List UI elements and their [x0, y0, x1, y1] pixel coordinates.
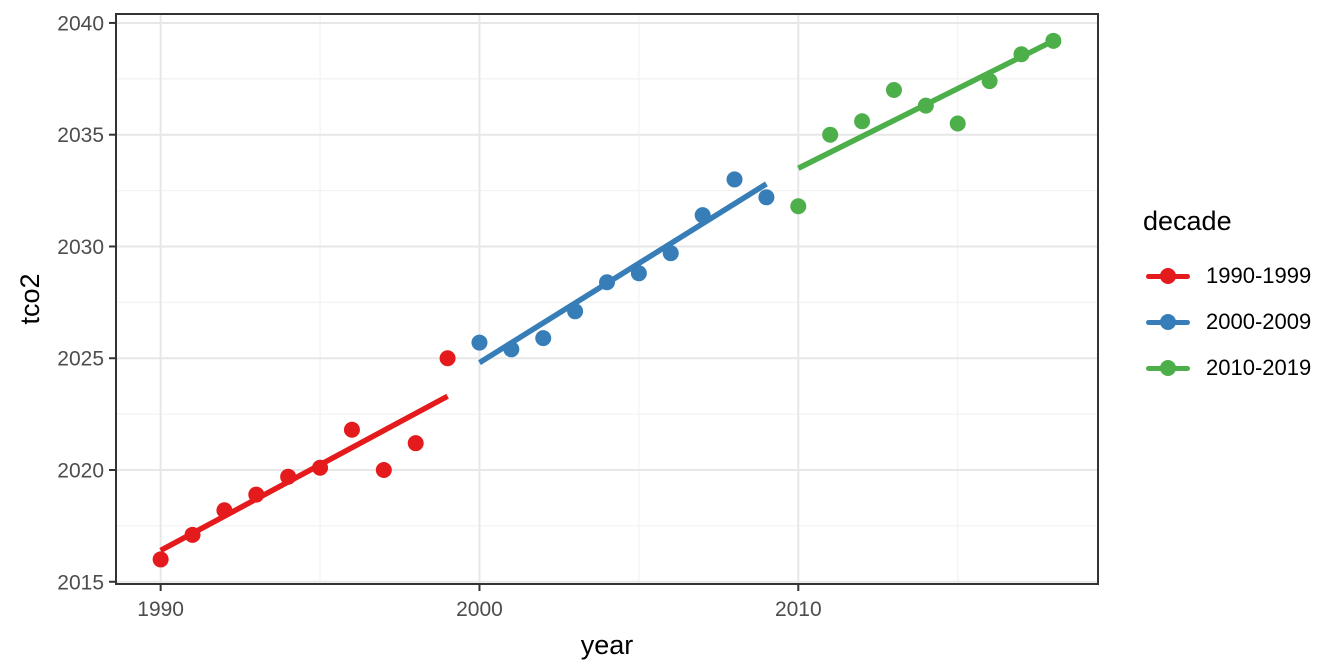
data-point — [152, 551, 169, 568]
series-2010-2019 — [790, 32, 1062, 215]
legend-key-icon — [1146, 360, 1190, 376]
data-point — [981, 73, 998, 90]
data-point — [343, 421, 360, 438]
panel-border — [115, 13, 1099, 585]
legend-key-icon — [1146, 268, 1190, 284]
trend-line-1990-1999 — [159, 393, 449, 553]
data-point — [248, 486, 265, 503]
legend-entries: 1990-1999 2000-2009 2010-2019 — [1146, 253, 1342, 391]
series-layer — [152, 32, 1062, 568]
data-point — [726, 171, 743, 188]
series-1990-1999 — [152, 350, 456, 568]
grid-layer — [116, 14, 1098, 584]
legend-entry-2010-2019: 2010-2019 — [1146, 345, 1342, 391]
data-point — [630, 265, 647, 282]
legend-key-dot — [1160, 360, 1176, 376]
data-point — [917, 97, 934, 114]
data-point — [599, 274, 615, 291]
y-tick-label: 2025 — [57, 348, 104, 371]
data-point — [854, 113, 871, 130]
legend-entry-1990-1999: 1990-1999 — [1146, 253, 1342, 299]
legend-key-dot — [1160, 268, 1176, 284]
y-tick-label: 2030 — [57, 236, 104, 259]
y-tick-label: 2020 — [57, 460, 104, 483]
y-tick-label: 2035 — [57, 124, 104, 147]
y-tick-label: 2015 — [57, 571, 104, 594]
data-point — [949, 115, 966, 132]
legend-entry-label: 2000-2009 — [1206, 309, 1312, 334]
frame-layer — [115, 13, 1099, 585]
axis-layer: 1990 2000 2010 2015 2020 2025 2030 2035 2040 — [57, 12, 821, 621]
data-point — [758, 189, 775, 206]
legend: decade 1990-1999 2000-2009 2010-2019 — [1143, 206, 1342, 391]
data-point — [535, 330, 552, 347]
data-point — [280, 468, 297, 485]
data-point — [312, 459, 329, 476]
data-point — [439, 350, 456, 367]
series-2000-2009 — [471, 171, 775, 366]
data-point — [375, 462, 392, 478]
data-point — [471, 334, 488, 351]
data-point — [822, 126, 839, 143]
legend-key-dot — [1160, 314, 1176, 330]
x-axis-title: year — [581, 630, 634, 660]
data-point — [407, 435, 424, 452]
legend-key-icon — [1146, 314, 1190, 330]
legend-entry-label: 2010-2019 — [1206, 355, 1312, 380]
trend-line-2000-2009 — [478, 181, 768, 366]
data-point — [216, 502, 233, 519]
x-tick-label: 2010 — [775, 598, 822, 621]
data-point — [184, 526, 201, 543]
x-tick-label: 1990 — [137, 598, 184, 621]
data-point — [662, 245, 679, 262]
y-axis-title: tco2 — [15, 273, 45, 324]
x-tick-label: 2000 — [456, 598, 503, 621]
y-tick-label: 2040 — [57, 12, 104, 35]
legend-entry-2000-2009: 2000-2009 — [1146, 299, 1342, 345]
data-point — [567, 303, 584, 320]
data-point — [1013, 46, 1030, 63]
data-point — [503, 341, 520, 358]
legend-entry-label: 1990-1999 — [1206, 263, 1312, 288]
data-point — [790, 198, 807, 215]
data-point — [1045, 32, 1062, 49]
data-point — [694, 207, 711, 224]
legend-title: decade — [1143, 206, 1232, 236]
data-point — [885, 82, 902, 98]
